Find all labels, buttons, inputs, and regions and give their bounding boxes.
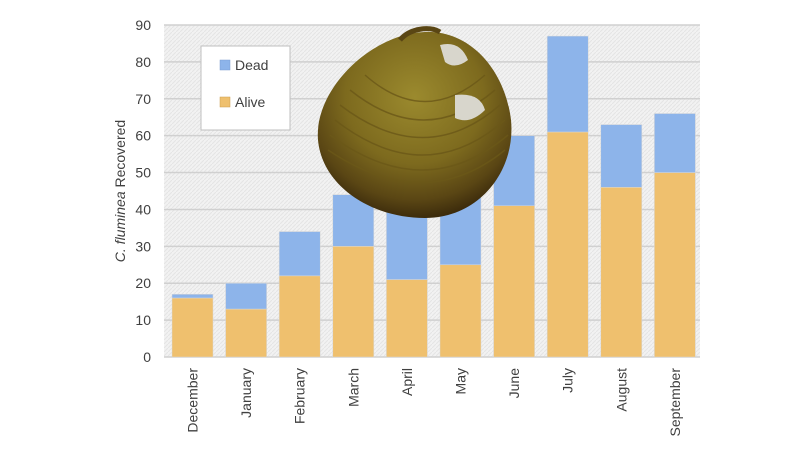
y-tick-label: 10 xyxy=(135,312,151,328)
bar-dead-august xyxy=(600,124,643,188)
y-tick-label: 70 xyxy=(135,91,151,107)
bar-dead-september xyxy=(654,113,696,173)
legend-swatch-alive xyxy=(219,96,231,108)
bar-dead-december xyxy=(171,294,214,299)
legend-label-dead: Dead xyxy=(235,57,268,73)
y-tick-label: 80 xyxy=(135,54,151,70)
bar-alive-august xyxy=(600,187,643,358)
x-tick-label: April xyxy=(399,368,415,396)
y-tick-label: 90 xyxy=(135,17,151,33)
bar-alive-june xyxy=(493,205,535,358)
y-axis-label: C. fluminea Recovered xyxy=(112,120,128,262)
x-tick-label: February xyxy=(292,368,308,424)
y-tick-label: 40 xyxy=(135,201,151,217)
bar-alive-may xyxy=(439,264,482,358)
legend-swatch-dead xyxy=(219,59,231,71)
bar-alive-april xyxy=(386,279,428,358)
y-tick-label: 30 xyxy=(135,238,151,254)
bar-alive-september xyxy=(654,172,696,358)
y-tick-label: 50 xyxy=(135,165,151,181)
x-tick-label: August xyxy=(613,368,629,412)
x-tick-label: September xyxy=(667,368,683,437)
x-tick-label: May xyxy=(453,368,469,394)
y-axis-ticks: 0 10 20 30 40 50 60 70 80 90 xyxy=(135,17,151,365)
y-tick-label: 60 xyxy=(135,128,151,144)
bar-alive-july xyxy=(546,131,589,358)
bar-dead-january xyxy=(225,282,267,310)
x-tick-label: January xyxy=(238,368,254,418)
bar-alive-january xyxy=(225,308,267,358)
y-tick-label: 0 xyxy=(143,349,151,365)
x-tick-label: December xyxy=(185,368,201,433)
bar-dead-july xyxy=(546,35,589,133)
y-tick-label: 20 xyxy=(135,275,151,291)
bar-alive-december xyxy=(171,297,214,358)
x-axis-ticks: December January February March April May June… xyxy=(185,368,683,437)
legend: Dead Alive xyxy=(200,45,291,131)
x-tick-label: March xyxy=(345,368,361,407)
bar-alive-february xyxy=(278,275,321,358)
x-tick-label: July xyxy=(560,368,576,393)
clam-shell-photo xyxy=(317,26,512,219)
x-tick-label: June xyxy=(506,368,522,399)
bar-alive-march xyxy=(332,246,375,358)
bar-dead-february xyxy=(278,231,321,277)
legend-label-alive: Alive xyxy=(235,94,266,110)
